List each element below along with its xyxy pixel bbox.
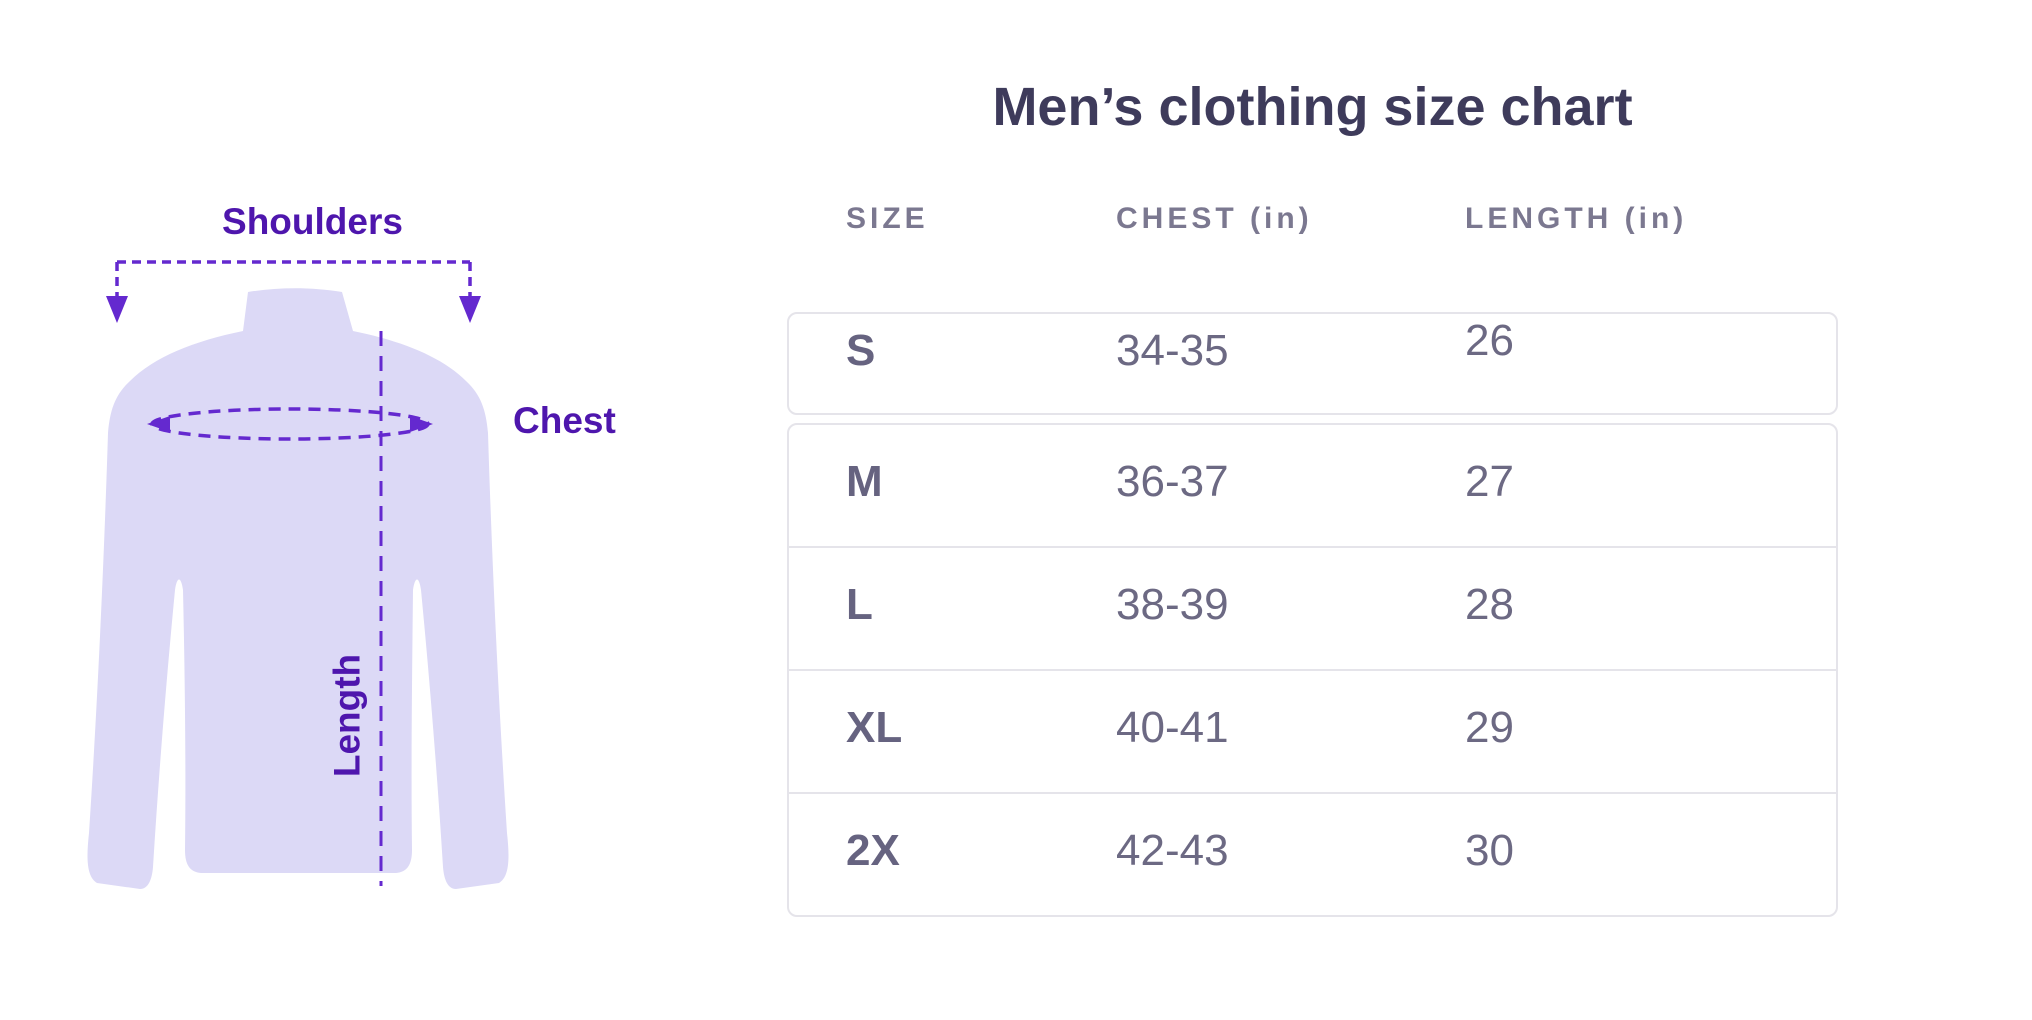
- size-cell: 2X: [846, 825, 900, 875]
- length-cell: 30: [1465, 825, 1514, 875]
- size-cell: M: [846, 456, 883, 506]
- chest-cell: 34-35: [1116, 325, 1229, 375]
- table-row: S 34-35 26: [789, 314, 1836, 413]
- table-row: M 36-37 27: [789, 425, 1836, 546]
- chest-cell: 42-43: [1116, 825, 1229, 875]
- table-row: L 38-39 28: [789, 546, 1836, 669]
- shirt-silhouette: [87, 288, 509, 889]
- table-row: XL 40-41 29: [789, 669, 1836, 792]
- table-card-bottom: M 36-37 27 L 38-39 28 XL 40-41 29 2X 42-…: [787, 423, 1838, 917]
- chest-cell: 38-39: [1116, 579, 1229, 629]
- length-cell: 29: [1465, 702, 1514, 752]
- chest-measure-arrow: [147, 407, 433, 441]
- page-title: Men’s clothing size chart: [992, 77, 1633, 137]
- column-header-chest: CHEST (in): [1116, 202, 1313, 235]
- length-cell: 26: [1465, 315, 1514, 365]
- shoulders-label: Shoulders: [222, 201, 403, 242]
- chest-cell: 36-37: [1116, 456, 1229, 506]
- size-cell: S: [846, 325, 876, 375]
- chest-label: Chest: [513, 400, 616, 441]
- length-cell: 28: [1465, 579, 1514, 629]
- shirt-diagram-svg: [87, 260, 509, 889]
- table-card-top: S 34-35 26: [787, 312, 1838, 415]
- chest-cell: 40-41: [1116, 702, 1229, 752]
- shoulders-arrow: [115, 260, 472, 298]
- column-header-size: SIZE: [846, 202, 929, 235]
- size-cell: L: [846, 579, 873, 629]
- size-chart: Men’s clothing size chart SIZE CHEST (in…: [787, 0, 1838, 1020]
- table-row: 2X 42-43 30: [789, 792, 1836, 915]
- shirt-measurement-diagram: Shoulders Chest Length: [0, 0, 720, 1020]
- column-header-length: LENGTH (in): [1465, 202, 1688, 235]
- size-cell: XL: [846, 702, 903, 752]
- length-label: Length: [326, 653, 368, 778]
- shoulders-arrowheads: [106, 296, 481, 323]
- length-cell: 27: [1465, 456, 1514, 506]
